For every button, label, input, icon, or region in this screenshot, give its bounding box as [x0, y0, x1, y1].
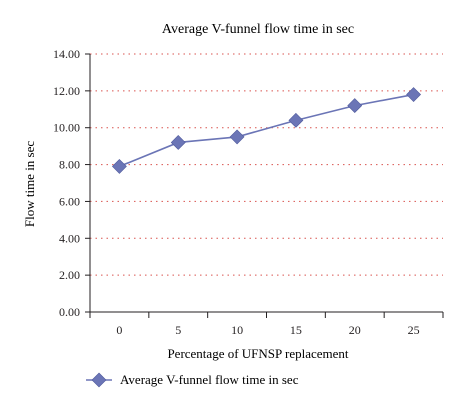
x-tick-label: 20 [349, 323, 361, 337]
x-axis: 0 5 10 15 20 25 [89, 311, 444, 337]
data-point-marker [111, 158, 127, 174]
x-tick-label: 15 [290, 323, 302, 337]
data-point-marker [347, 98, 363, 114]
data-point-marker [288, 112, 304, 128]
y-tick-label: 8.00 [59, 158, 80, 172]
x-axis-title: Percentage of UFNSP replacement [167, 346, 348, 361]
legend-label: Average V-funnel flow time in sec [120, 372, 299, 387]
x-tick-label: 10 [231, 323, 243, 337]
data-point-marker [406, 87, 422, 102]
gridlines [90, 53, 443, 276]
data-point-marker [170, 135, 186, 150]
y-tick-label: 12.00 [53, 84, 80, 98]
y-tick-label: 10.00 [53, 121, 80, 135]
y-tick-label: 0.00 [59, 305, 80, 319]
y-axis: 0.00 2.00 4.00 6.00 8.00 10.00 12.00 14.00 [53, 47, 91, 319]
series-line-path [119, 93, 414, 168]
chart-title: Average V-funnel flow time in sec [162, 22, 354, 37]
series-line [111, 87, 422, 174]
y-axis-title: Flow time in sec [22, 141, 37, 228]
x-tick-label: 25 [408, 323, 420, 337]
y-tick-label: 4.00 [59, 231, 80, 245]
y-tick-label: 6.00 [59, 194, 80, 208]
data-point-marker [229, 129, 245, 145]
y-tick-label: 2.00 [59, 268, 80, 282]
x-tick-label: 5 [175, 323, 181, 337]
legend: Average V-funnel flow time in sec [86, 372, 299, 388]
y-tick-label: 14.00 [53, 47, 80, 61]
x-tick-label: 0 [116, 323, 122, 337]
legend-marker [91, 372, 107, 388]
